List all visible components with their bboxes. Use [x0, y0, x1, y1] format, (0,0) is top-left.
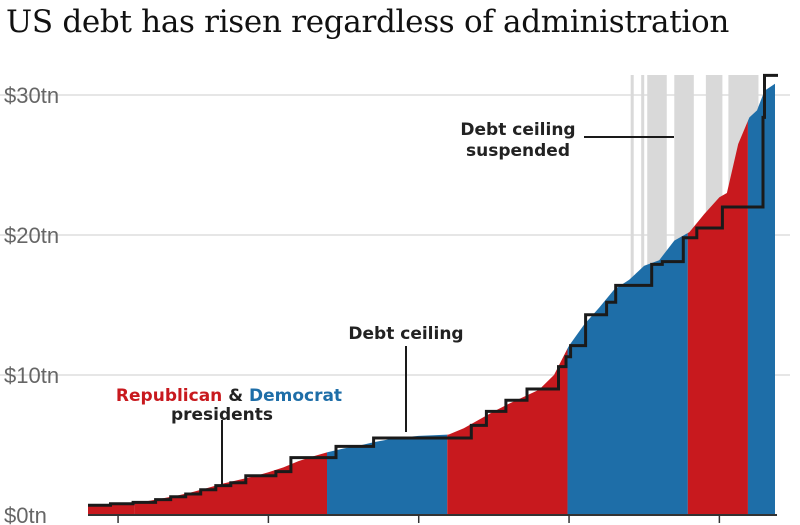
y-tick-label: $0tn — [4, 503, 47, 525]
page-title: US debt has risen regardless of administ… — [6, 4, 730, 40]
debt-ceiling-line — [88, 73, 778, 507]
republican-area — [687, 120, 748, 516]
ceiling-label: Debt ceiling — [348, 324, 463, 344]
suspended-label-line2: suspended — [466, 141, 570, 161]
y-tick-label: $20tn — [4, 223, 59, 248]
axis-layer — [88, 514, 777, 523]
democrat-area — [327, 434, 448, 515]
republican-label: Republican — [116, 386, 222, 406]
y-tick-labels: $0tn $10tn $20tn $30tn — [4, 83, 59, 525]
and-label: & — [222, 386, 249, 406]
annotation-layer: Debt ceiling Debt ceiling suspended Repu… — [116, 120, 674, 487]
party-label-line1: Republican & Democrat — [116, 386, 342, 406]
party-label-line2: presidents — [171, 405, 273, 425]
democrat-area — [567, 233, 688, 515]
suspended-label-line1: Debt ceiling — [460, 120, 575, 140]
democrat-area — [747, 83, 775, 516]
ceiling-layer — [88, 73, 778, 507]
democrat-label: Democrat — [249, 386, 342, 406]
area-layer — [88, 83, 775, 516]
y-tick-label: $10tn — [4, 363, 59, 388]
y-tick-label: $30tn — [4, 83, 59, 108]
republican-area — [447, 348, 568, 515]
